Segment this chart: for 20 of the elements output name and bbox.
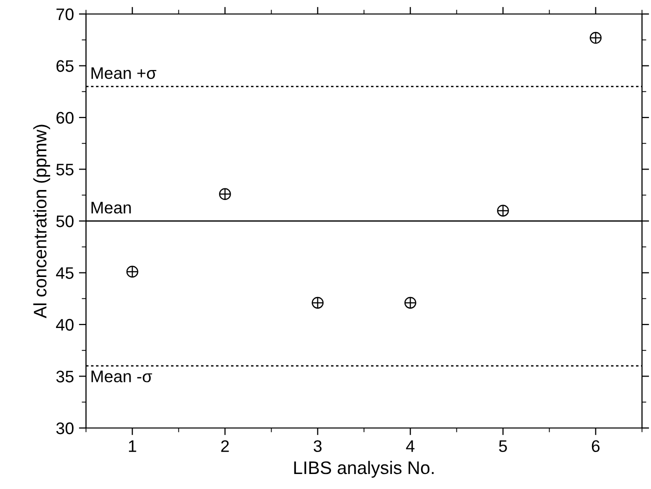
y-tick-label: 65 [56, 60, 74, 72]
y-axis-title: Al concentration (ppmw) [33, 124, 50, 318]
y-tick-label: 30 [56, 422, 74, 434]
ref-line-label: Mean [92, 202, 131, 214]
ref-line-label: Mean -σ [92, 370, 152, 382]
y-tick-label: 45 [56, 267, 74, 279]
ref-line-label: Mean +σ [92, 67, 156, 79]
y-tick-label: 55 [56, 164, 74, 176]
x-tick-label: 3 [314, 440, 322, 452]
x-axis-title: LIBS analysis No. [294, 460, 434, 478]
y-tick-label: 60 [56, 112, 74, 124]
y-tick-label: 35 [56, 370, 74, 382]
y-tick-label: 40 [56, 318, 74, 331]
x-tick-label: 6 [592, 440, 600, 452]
x-tick-label: 2 [221, 440, 229, 452]
y-tick-label: 50 [56, 215, 74, 228]
x-tick-label: 1 [128, 440, 136, 452]
x-tick-label: 4 [406, 440, 414, 452]
x-tick-label: 5 [499, 440, 507, 452]
y-tick-label: 70 [56, 8, 74, 20]
